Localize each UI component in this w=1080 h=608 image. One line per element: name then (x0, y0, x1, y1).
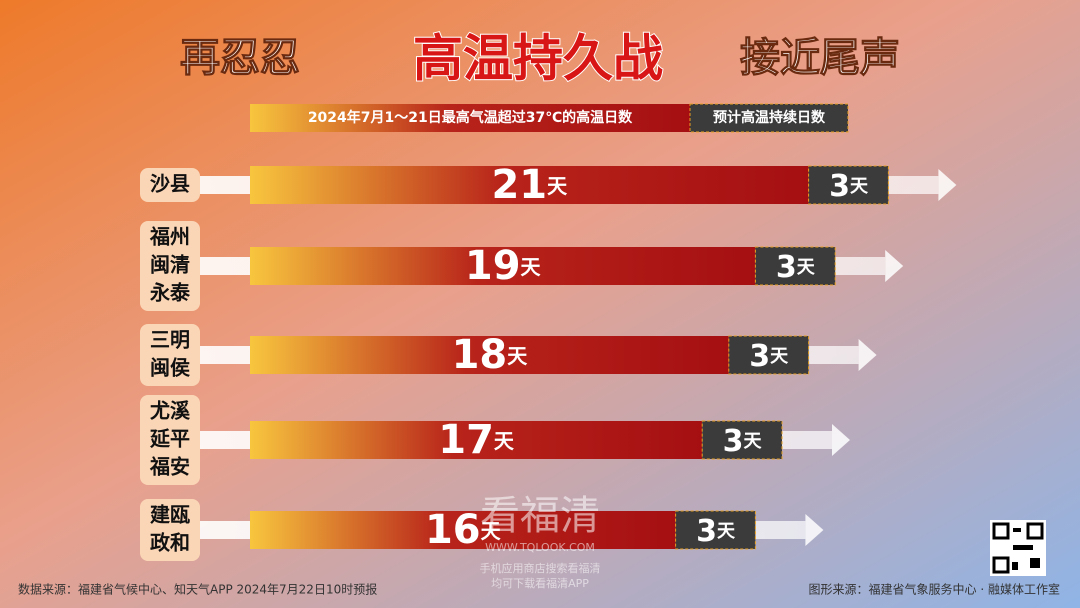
legend: 2024年7月1～21日最高气温超过37℃的高温日数 预计高温持续日数 (250, 103, 849, 133)
value-label: 18天 (452, 332, 529, 378)
value-label: 3天 (723, 424, 763, 459)
value-label: 3天 (829, 169, 869, 204)
legend-label: 2024年7月1～21日最高气温超过37℃的高温日数 (308, 109, 633, 126)
arrow-head (938, 169, 957, 201)
value-label: 17天 (438, 417, 515, 463)
category-label: 闽侯 (150, 356, 191, 380)
category-label: 永泰 (149, 281, 191, 305)
value-label: 3天 (696, 514, 736, 549)
category-box (140, 168, 200, 202)
bar (754, 246, 836, 286)
qr-module (1030, 558, 1040, 568)
value-label: 21天 (491, 162, 568, 208)
category-label: 建瓯 (150, 503, 190, 527)
category-label: 福州 (149, 225, 190, 249)
category-box (140, 221, 200, 311)
source-right: 图形来源：福建省气象服务中心 · 融媒体工作室 (809, 582, 1060, 597)
bar (808, 165, 889, 205)
value-label: 3天 (776, 250, 816, 285)
bar (250, 336, 729, 374)
title: 再忍忍 高温持久战 接近尾声 (180, 29, 901, 89)
category-label: 闽清 (150, 253, 190, 277)
bar (250, 247, 756, 285)
value-label: 16天 (425, 507, 502, 553)
qr-module (1013, 528, 1021, 532)
category-box (140, 499, 200, 561)
category-label: 沙县 (150, 172, 190, 196)
value-label: 3天 (749, 339, 789, 374)
category-box (140, 324, 200, 386)
qr-module (1012, 562, 1018, 570)
legend-swatch (689, 103, 849, 133)
legend-swatch (250, 104, 690, 132)
bar (728, 335, 810, 375)
arrow-head (858, 339, 877, 371)
legend-label: 预计高温持续日数 (713, 109, 826, 126)
bar (250, 511, 676, 549)
category-box (140, 395, 200, 485)
bar (701, 420, 783, 460)
watermark: 看福清 WWW.TQLOOK.COM 手机应用商店搜索看福清 均可下载看福清AP… (480, 493, 601, 590)
watermark-text: 均可下载看福清APP (491, 576, 589, 590)
arrow-head (832, 424, 850, 456)
value-label: 19天 (465, 243, 542, 289)
category-label: 延平 (149, 427, 190, 451)
source-left: 数据来源：福建省气候中心、知天气APP 2024年7月22日10时预报 (18, 582, 377, 597)
arrow-head (805, 514, 824, 546)
bar (250, 421, 703, 459)
title-part: 再忍忍 (180, 35, 300, 81)
title-highlight: 高温持久战 (413, 30, 663, 88)
bar (250, 166, 809, 204)
arrow-head (885, 250, 904, 282)
category-label: 政和 (150, 531, 190, 555)
title-part: 接近尾声 (740, 35, 900, 81)
category-label: 福安 (149, 455, 190, 479)
watermark-url: WWW.TQLOOK.COM (485, 541, 595, 554)
qr-module (1013, 545, 1033, 550)
category-label: 尤溪 (150, 399, 191, 423)
watermark-text: 手机应用商店搜索看福清 (480, 561, 601, 575)
watermark-logo: 看福清 (480, 493, 600, 539)
qr-corner (1026, 522, 1044, 540)
qr-corner (992, 556, 1010, 574)
bar (675, 510, 756, 550)
qr-corner (992, 522, 1010, 540)
qr-code (990, 520, 1046, 576)
category-label: 三明 (150, 328, 190, 352)
